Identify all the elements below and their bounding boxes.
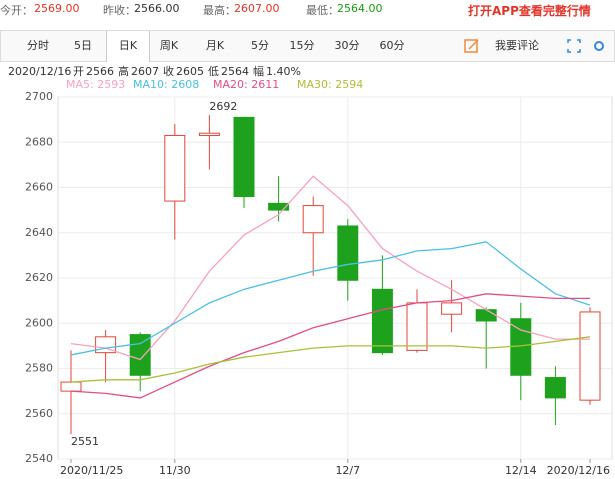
info-change: 1.40%	[266, 65, 301, 78]
y-tick-label: 2700	[25, 90, 53, 103]
chart: 2020/12/16 开 2566 高 2607 收 2605 低 2564 幅 1.40%MA5:…	[8, 64, 613, 477]
tab[interactable]: 60分	[379, 39, 405, 52]
app-link[interactable]: 打开APP查看完整行情	[468, 4, 591, 18]
ma-line	[70, 175, 590, 361]
candle-body	[164, 134, 186, 202]
ma-line	[70, 241, 591, 356]
legend-entry: MA10: 2608	[133, 78, 199, 91]
candle-body	[198, 132, 220, 136]
info-close: 2605	[176, 65, 204, 78]
settings-icon[interactable]	[592, 39, 606, 53]
y-tick-label: 2640	[25, 226, 53, 239]
y-tick-label: 2600	[25, 316, 53, 329]
x-tick-label: 2020/11/25	[60, 464, 123, 477]
legend-entry: MA20: 2611	[213, 78, 279, 91]
prev-label: 昨收：	[103, 4, 136, 17]
info-low: 2564	[221, 65, 249, 78]
open-value: 2569.00	[34, 2, 80, 15]
info-high-label: 高	[118, 64, 129, 78]
candle-body	[544, 377, 566, 399]
legend-entry: MA30: 2594	[297, 78, 363, 91]
candle-body	[579, 311, 601, 401]
info-date: 2020/12/16	[8, 65, 71, 78]
high-value: 2607.00	[234, 2, 280, 15]
candle-body	[268, 202, 290, 211]
y-tick-label: 2540	[25, 452, 53, 465]
high-label: 最高：	[203, 4, 236, 17]
candle-body	[475, 309, 497, 322]
info-open-label: 开	[73, 65, 84, 78]
candle-body	[510, 318, 532, 376]
y-tick-label: 2660	[25, 181, 53, 194]
candle-body	[406, 302, 428, 351]
tab[interactable]: 分时	[27, 39, 49, 52]
info-change-label: 幅	[253, 65, 264, 78]
ma-line	[70, 293, 590, 399]
low-label: 最低：	[306, 4, 339, 17]
candle-body	[129, 334, 151, 376]
x-tick-label: 2020/12/16	[547, 464, 610, 477]
y-tick-label: 2580	[25, 362, 53, 375]
extreme-label: 2551	[71, 435, 99, 448]
info-close-label: 收	[163, 64, 174, 78]
tab[interactable]: 30分	[334, 39, 360, 52]
x-tick-label: 11/30	[159, 464, 191, 477]
tab[interactable]: 5日	[74, 39, 92, 52]
x-tick-label: 12/7	[335, 464, 360, 477]
candle-body	[371, 288, 393, 354]
tab-bar: 我要评论 分时 5日 日K 周K 月K 5分 15分 30分 60分	[0, 30, 615, 62]
legend-entry: MA5: 2593	[66, 78, 125, 91]
comment-icon	[464, 39, 479, 53]
tab[interactable]: 5分	[251, 39, 269, 52]
ma-line	[70, 336, 591, 383]
candle-body	[441, 302, 463, 315]
candle-body	[60, 381, 82, 392]
info-high: 2607	[131, 65, 159, 78]
comment-button[interactable]: 我要评论	[495, 39, 539, 52]
tab[interactable]: 15分	[289, 39, 315, 52]
low-value: 2564.00	[337, 2, 383, 15]
x-tick-label: 12/14	[505, 464, 537, 477]
tab[interactable]: 月K	[205, 39, 225, 52]
fullscreen-icon[interactable]	[567, 39, 581, 53]
tab[interactable]: 日K	[106, 31, 150, 62]
info-open: 2566	[86, 65, 114, 78]
y-tick-label: 2680	[25, 135, 53, 148]
y-tick-label: 2560	[25, 407, 53, 420]
prev-value: 2566.00	[134, 2, 180, 15]
y-tick-label: 2620	[25, 271, 53, 284]
candle-body	[302, 205, 324, 234]
candle-body	[233, 116, 255, 198]
open-label: 今开：	[0, 4, 33, 17]
extreme-label: 2692	[209, 100, 237, 113]
tab[interactable]: 周K	[159, 39, 179, 52]
candle-body	[337, 225, 359, 281]
info-low-label: 低	[208, 65, 219, 78]
